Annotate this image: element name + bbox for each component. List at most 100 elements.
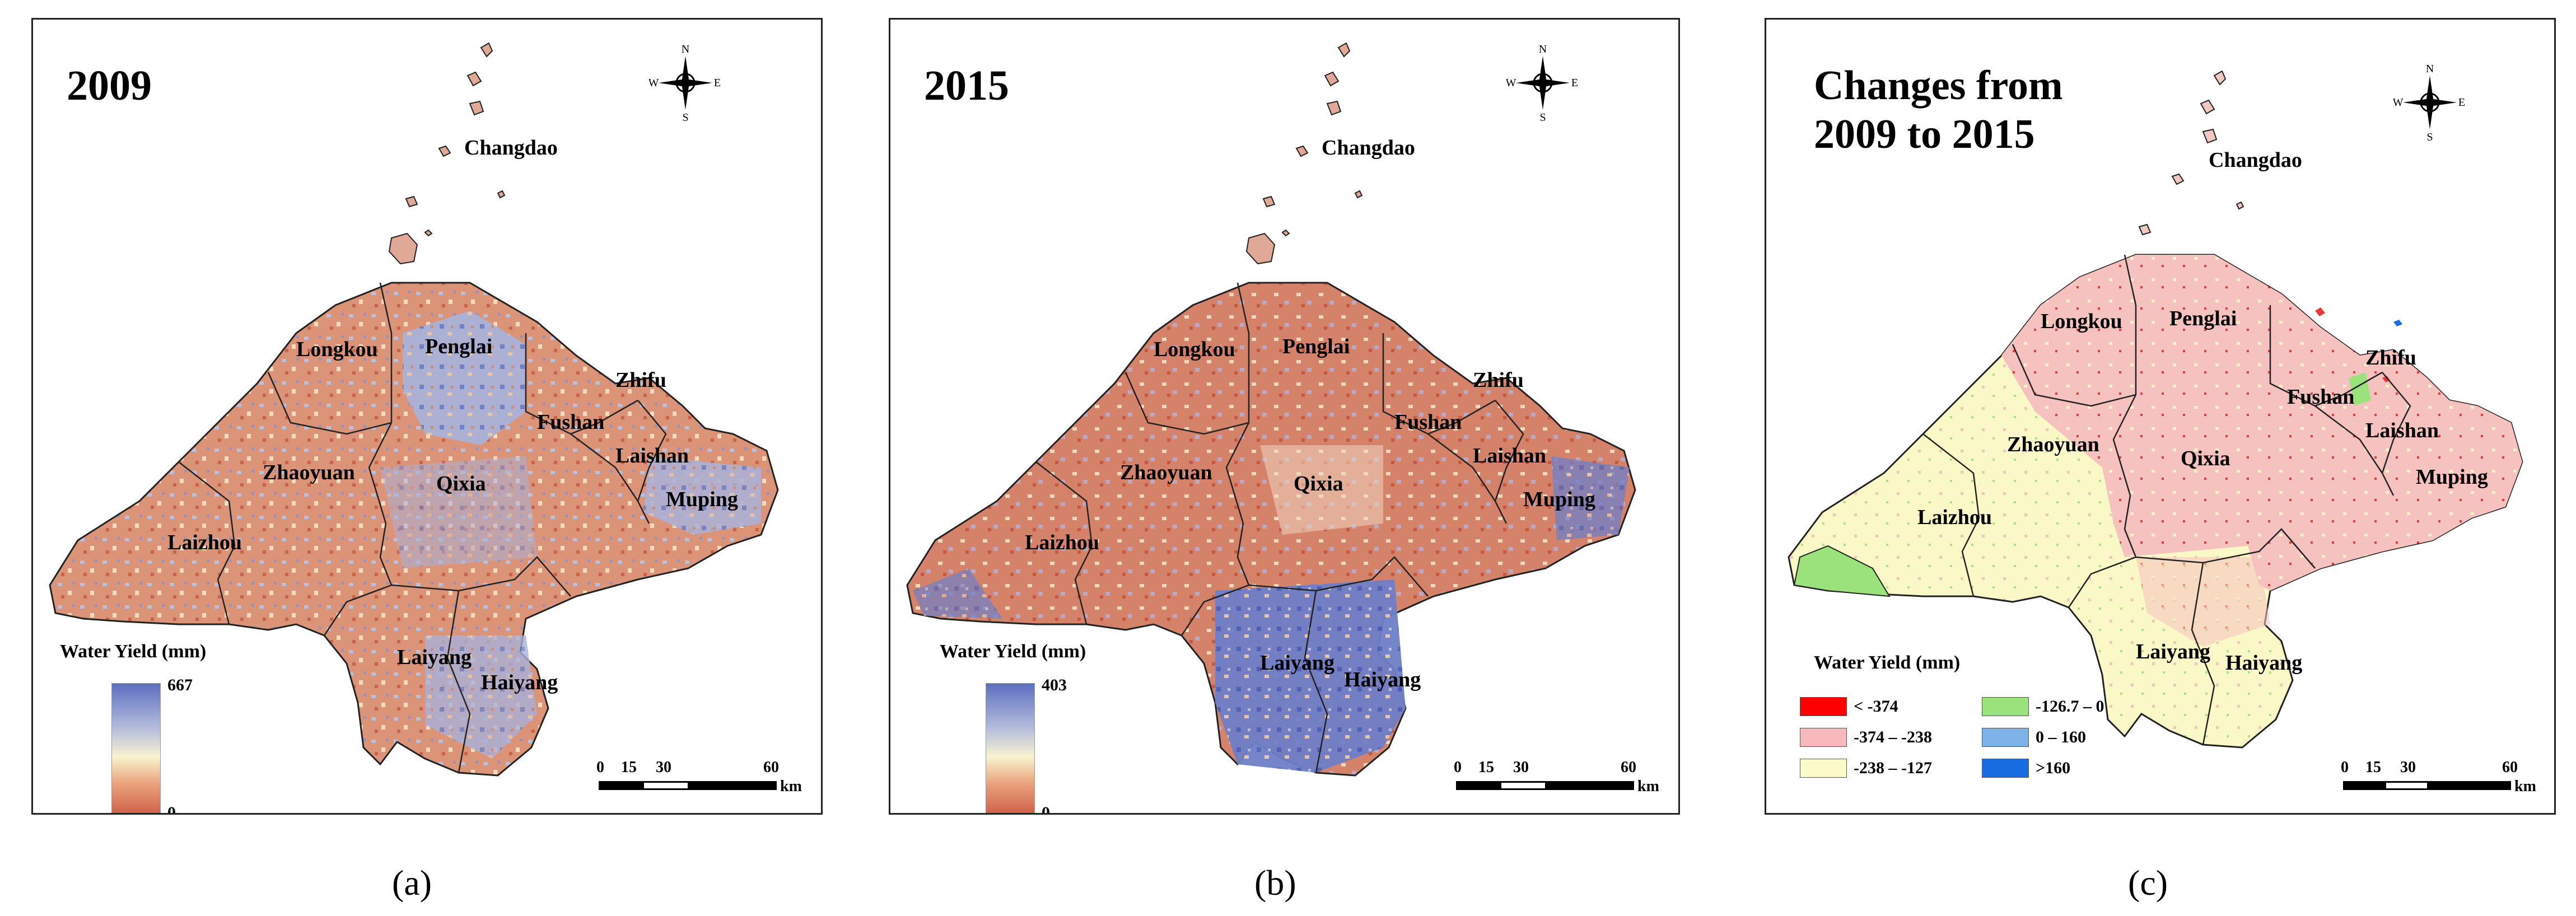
compass-w: W [649, 77, 659, 89]
county-borders [178, 282, 667, 773]
compass-n: N [1539, 43, 1547, 55]
label-haiyang: Haiyang [481, 671, 558, 694]
legend-title: Water Yield (mm) [1814, 652, 1961, 673]
label-fushan: Fushan [537, 410, 605, 434]
county-borders [1922, 254, 2411, 745]
label-zhaoyuan: Zhaoyuan [2007, 433, 2099, 456]
label-penglai: Penglai [1282, 335, 1350, 358]
legend-label-6: >160 [2036, 759, 2071, 777]
label-zhifu: Zhifu [2365, 346, 2416, 370]
map-change [1788, 70, 2523, 749]
legend-label-2: -374 – -238 [1854, 728, 1932, 746]
county-borders [1035, 282, 1524, 773]
label-laishan: Laishan [2365, 419, 2439, 442]
legend-swatch-1 [1800, 697, 1847, 716]
scale-tick-30: 30 [656, 759, 671, 776]
legend-swatch-5 [1982, 728, 2029, 747]
legend-swatch-3 [1800, 759, 1847, 778]
scale-bar [599, 781, 777, 790]
panel-label-a: (a) [392, 863, 432, 903]
map-title-change: Changes from 2009 to 2015 [1814, 62, 2063, 160]
compass-e: E [1571, 77, 1578, 89]
yantai-mainland [906, 282, 1636, 777]
scale-tick-60: 60 [2502, 759, 2518, 776]
label-laishan: Laishan [1473, 444, 1546, 468]
compass-s: S [1539, 111, 1546, 123]
label-zhaoyuan: Zhaoyuan [1120, 461, 1212, 484]
compass-w: W [1506, 77, 1516, 89]
scale-tick-15: 15 [621, 759, 637, 776]
legend-title: Water Yield (mm) [940, 641, 1086, 662]
label-laiyang: Laiyang [397, 646, 472, 669]
compass-s: S [2426, 131, 2433, 143]
scale-tick-0: 0 [596, 759, 604, 776]
label-zhaoyuan: Zhaoyuan [263, 461, 355, 484]
changdao-islands [388, 42, 506, 265]
color-ramp [111, 683, 161, 813]
map-title-line2: 2009 to 2015 [1814, 111, 2035, 158]
map-title-line1: Changes from [1814, 63, 2063, 109]
legend-label-3: -238 – -127 [1854, 759, 1932, 777]
label-qixia: Qixia [2181, 447, 2230, 470]
label-qixia: Qixia [1294, 472, 1343, 496]
scale-tick-15: 15 [1478, 759, 1494, 776]
label-muping: Muping [2416, 465, 2488, 489]
label-zhifu: Zhifu [615, 368, 666, 392]
label-laiyang: Laiyang [1260, 651, 1335, 675]
label-penglai: Penglai [2169, 307, 2237, 330]
compass-n: N [2426, 63, 2434, 75]
label-penglai: Penglai [425, 335, 493, 358]
label-haiyang: Haiyang [2225, 651, 2303, 675]
scale-tick-0: 0 [1454, 759, 1462, 776]
north-arrow-icon: N S W E [2393, 63, 2465, 143]
map-title-2009: 2009 [67, 62, 152, 109]
legend-swatch-2 [1800, 728, 1847, 747]
label-haiyang: Haiyang [1344, 668, 1421, 691]
legend-label-4: -126.7 – 0 [2036, 697, 2104, 716]
compass-n: N [682, 43, 689, 55]
label-muping: Muping [1523, 488, 1595, 511]
label-zhifu: Zhifu [1473, 368, 1524, 392]
legend-label-1: < -374 [1854, 697, 1898, 716]
label-longkou: Longkou [2041, 310, 2122, 333]
north-arrow-icon: N S W E [1506, 43, 1578, 123]
legend-min: 0 [167, 803, 176, 815]
compass-e: E [2458, 96, 2465, 109]
panel-label-b: (b) [1254, 863, 1296, 903]
map-panel-change: Changes from 2009 to 2015 Changdao Longk… [1765, 18, 2556, 815]
label-changdao: Changdao [464, 136, 558, 160]
scale-bar [2343, 781, 2511, 790]
compass-w: W [2393, 96, 2404, 109]
scale-unit: km [2514, 778, 2536, 795]
compass-e: E [714, 77, 721, 89]
label-qixia: Qixia [436, 472, 486, 496]
label-muping: Muping [666, 488, 738, 511]
legend-max: 667 [167, 676, 193, 694]
scale-tick-15: 15 [2365, 759, 2381, 776]
map-panel-2015: 2015 Changdao Longkou Penglai Zhifu Fush… [889, 18, 1680, 815]
scale-unit: km [780, 778, 802, 795]
legend-max: 403 [1042, 676, 1067, 694]
label-fushan: Fushan [2287, 385, 2355, 409]
label-laizhou: Laizhou [1025, 531, 1100, 554]
map-2009 [49, 42, 779, 777]
changdao-islands [1245, 42, 1363, 265]
legend-label-5: 0 – 160 [2036, 728, 2086, 746]
changdao-islands [2121, 70, 2244, 287]
label-changdao: Changdao [1322, 136, 1415, 160]
label-laizhou: Laizhou [167, 531, 242, 554]
map-title-2015: 2015 [924, 62, 1009, 109]
map-panel-2009: 2009 Changdao Longkou Penglai Zhifu Fush… [31, 18, 823, 815]
scale-tick-60: 60 [763, 759, 779, 776]
scale-tick-30: 30 [2400, 759, 2416, 776]
legend-min: 0 [1042, 803, 1050, 815]
label-fushan: Fushan [1394, 410, 1462, 434]
label-laiyang: Laiyang [2136, 640, 2211, 663]
label-longkou: Longkou [1154, 338, 1235, 361]
label-changdao: Changdao [2209, 148, 2302, 172]
color-ramp [986, 683, 1035, 813]
scale-tick-0: 0 [2341, 759, 2349, 776]
legend-swatch-4 [1982, 697, 2029, 716]
label-laishan: Laishan [615, 444, 689, 468]
map-2015 [906, 42, 1636, 777]
